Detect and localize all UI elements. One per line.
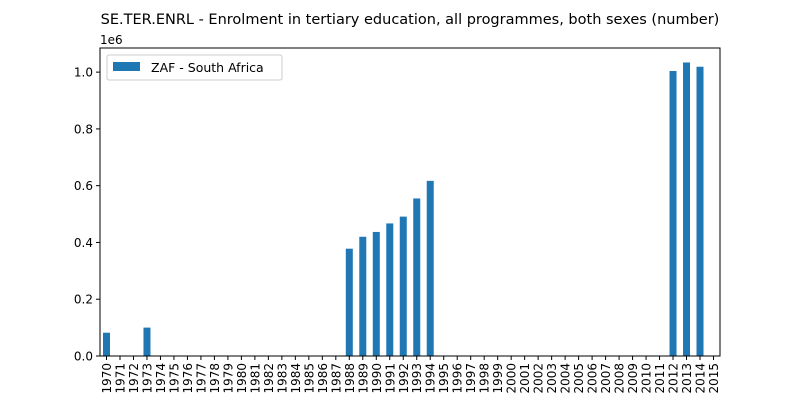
x-tick-label: 1990 — [370, 363, 384, 394]
y-tick-label: 0.0 — [74, 350, 93, 364]
x-tick-label: 1982 — [262, 363, 276, 394]
bar-1990 — [372, 231, 380, 356]
x-tick-label: 1973 — [140, 363, 154, 394]
bar-2012 — [669, 70, 677, 357]
x-tick-label: 1971 — [113, 363, 127, 394]
x-tick-label: 1984 — [289, 363, 303, 394]
x-tick-label: 1985 — [302, 363, 316, 394]
x-tick-label: 2009 — [626, 363, 640, 394]
bar-1994 — [426, 180, 434, 356]
x-tick-label: 2000 — [505, 363, 519, 394]
legend: ZAF - South Africa — [106, 54, 283, 81]
x-tick-label: 1998 — [478, 363, 492, 394]
bar-2014 — [696, 66, 704, 357]
x-tick-label: 1991 — [383, 363, 397, 394]
x-tick-label: 1986 — [316, 363, 330, 394]
x-tick-label: 2008 — [613, 363, 627, 394]
y-axis-offset-label: 1e6 — [100, 33, 123, 47]
bar-1988 — [345, 248, 353, 356]
x-tick-label: 1993 — [410, 363, 424, 394]
legend-swatch — [113, 62, 140, 71]
legend-label: ZAF - South Africa — [151, 60, 264, 75]
chart-title: SE.TER.ENRL - Enrolment in tertiary educ… — [101, 12, 720, 28]
x-tick-label: 1996 — [451, 363, 465, 394]
x-tick-label: 1995 — [437, 363, 451, 394]
x-tick-label: 1977 — [194, 363, 208, 394]
bar-2013 — [683, 62, 691, 356]
x-tick-label: 1974 — [154, 363, 168, 394]
x-tick-label: 1987 — [329, 363, 343, 394]
x-tick-label: 2005 — [572, 363, 586, 394]
x-tick-label: 2011 — [653, 363, 667, 394]
x-tick-label: 2001 — [518, 363, 532, 394]
x-tick-label: 1994 — [424, 363, 438, 394]
bars-group — [103, 62, 704, 357]
x-tick-label: 2006 — [586, 363, 600, 394]
x-tick-label: 1989 — [356, 363, 370, 394]
x-tick-label: 1972 — [127, 363, 141, 394]
plot-frame — [99, 47, 721, 357]
x-axis: 1970 1971 1972 1973 1974 1975 1976 1977 1978 1979… — [100, 356, 721, 394]
x-tick-label: 1978 — [208, 363, 222, 394]
y-tick-label: 0.2 — [74, 293, 93, 307]
x-tick-label: 2015 — [707, 363, 721, 394]
x-tick-label: 2012 — [667, 363, 681, 394]
bar-1992 — [399, 216, 407, 356]
bar-1970 — [103, 332, 110, 356]
y-tick-label: 0.8 — [74, 122, 93, 136]
bar-1991 — [386, 223, 394, 356]
y-tick-label: 0.6 — [74, 179, 93, 193]
x-tick-label: 2003 — [545, 363, 559, 394]
y-axis: 0.0 0.2 0.4 0.6 0.8 1.0 — [74, 66, 100, 364]
x-tick-label: 1999 — [491, 363, 505, 394]
x-tick-label: 1992 — [397, 363, 411, 394]
x-tick-label: 2014 — [694, 363, 708, 394]
x-tick-label: 1980 — [235, 363, 249, 394]
bar-1993 — [413, 198, 421, 356]
x-tick-label: 1979 — [221, 363, 235, 394]
x-tick-label: 2013 — [680, 363, 694, 394]
x-tick-label: 1981 — [248, 363, 262, 394]
x-tick-label: 2002 — [532, 363, 546, 394]
x-tick-label: 1975 — [167, 363, 181, 394]
bar-1989 — [359, 236, 367, 356]
x-tick-label: 1988 — [343, 363, 357, 394]
x-tick-label: 2007 — [599, 363, 613, 394]
x-tick-label: 1970 — [100, 363, 114, 394]
bar-1973 — [143, 327, 151, 356]
legend-box — [106, 54, 283, 81]
x-tick-label: 1983 — [275, 363, 289, 394]
x-tick-label: 1976 — [181, 363, 195, 394]
x-tick-label: 2004 — [559, 363, 573, 394]
x-tick-label: 2010 — [640, 363, 654, 394]
y-tick-label: 0.4 — [74, 236, 93, 250]
y-tick-label: 1.0 — [74, 66, 93, 80]
x-tick-label: 1997 — [464, 363, 478, 394]
